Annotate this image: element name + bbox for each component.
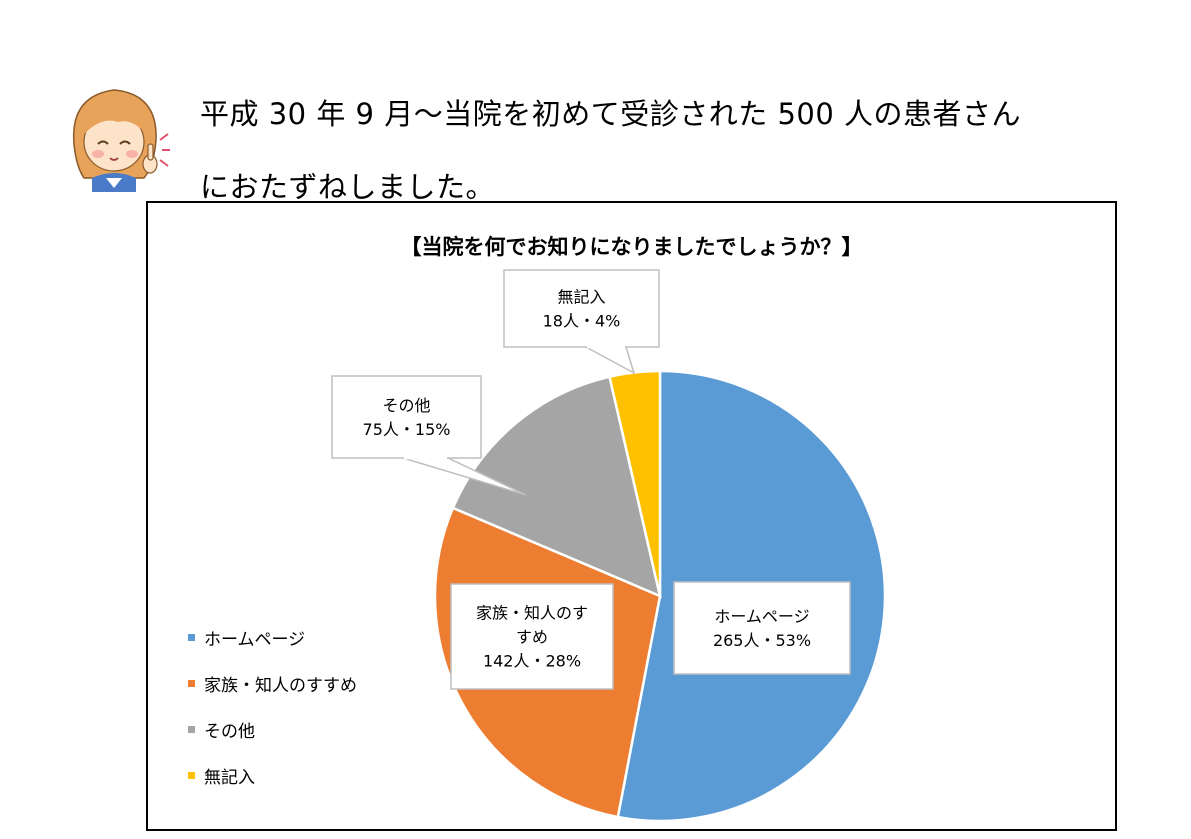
callout-label: その他 (382, 396, 430, 415)
callout-slice-homepage: ホームページ 265人・53% (673, 581, 851, 675)
callout-box (450, 583, 614, 690)
chart-frame: ホームページ 265人・53% 家族・知人のす すめ 142人・28% その他 75人・15… (146, 201, 1117, 831)
callout-box (503, 269, 660, 348)
callout-box (673, 581, 851, 675)
callout-slice-family-friend: 家族・知人のすすめ 142人・28% (450, 583, 614, 690)
callout-label: すめ (516, 628, 548, 647)
callout-slice-other: その他 75人・15% (331, 375, 527, 496)
legend-item: ホームページ (188, 625, 357, 650)
nurse-avatar-illustration (62, 82, 172, 196)
legend-swatch (188, 771, 195, 779)
callout-box (331, 375, 482, 459)
callout-label: 家族・知人のす (476, 604, 588, 623)
legend-label: ホームページ (204, 629, 306, 650)
legend-label: その他 (204, 721, 255, 742)
callout-label: 142人・28% (483, 652, 581, 671)
legend-item: 家族・知人のすすめ (188, 671, 357, 696)
callout-slice-no-answer: 無記入 18人・4% (503, 269, 660, 375)
legend-swatch (188, 633, 195, 641)
callout-label: ホームページ (714, 607, 809, 626)
callout-label: 無記入 (557, 288, 605, 307)
legend-item: その他 (188, 717, 357, 742)
callout-pointer (585, 346, 636, 375)
legend-swatch (188, 679, 195, 687)
pie-slice-other (451, 375, 662, 599)
legend-label: 無記入 (204, 767, 255, 788)
intro-text-line-1: 平成 30 年 9 月〜当院を初めて受診された 500 人の患者さん (200, 97, 1022, 131)
callout-label: 75人・15% (363, 420, 451, 439)
callout-label: 18人・4% (543, 312, 621, 331)
legend-swatch (188, 725, 195, 733)
callout-label: 265人・53% (713, 631, 811, 650)
legend-item: 無記入 (188, 763, 357, 788)
intro-text-line-2: におたずねしました。 (200, 170, 496, 204)
legend-label: 家族・知人のすすめ (204, 675, 357, 696)
pie-chart: ホームページ 265人・53% 家族・知人のすすめ 142人・28% その他 75人・15… (331, 269, 887, 823)
chart-legend: ホームページ家族・知人のすすめ その他無記入 (188, 625, 357, 809)
chart-title: 【当院を何でお知りになりましたでしょうか？】 (400, 235, 863, 259)
